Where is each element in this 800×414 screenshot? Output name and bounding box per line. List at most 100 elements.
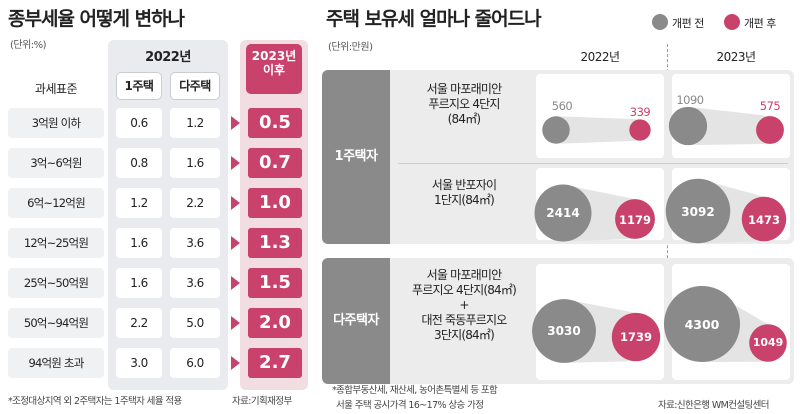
rate-row-label-bg xyxy=(8,108,104,138)
multi-house-rate: 2.2 xyxy=(186,196,204,210)
year-2023-header: 2023년 이후 xyxy=(246,44,302,94)
arrow-icon xyxy=(231,236,240,250)
bracket-label: 25억~50억원 xyxy=(23,276,89,290)
bracket-label: 3억원 이하 xyxy=(31,116,81,130)
one-house-rate: 1.6 xyxy=(130,236,148,250)
bracket-label: 12억~25억원 xyxy=(23,236,89,250)
p3-2023-after-bubble xyxy=(749,324,787,362)
property-2-name: 서울 반포자이 1단지(84㎡) xyxy=(394,178,534,208)
p1-2022-before-bubble xyxy=(542,116,570,144)
p3-2023-after-label: 1049 xyxy=(752,336,784,349)
one-house-rate: 0.8 xyxy=(130,156,148,170)
rate-row-label-bg xyxy=(8,188,104,218)
property-1-line2: 푸르지오 4단지 xyxy=(428,97,500,111)
one-house-cell-bg xyxy=(116,348,162,378)
one-house-cell-bg xyxy=(116,148,162,178)
right-footnote-line2: 서울 주택 공시가격 16~17% 상승 가정 xyxy=(336,400,484,411)
p2-2023-after-label: 1473 xyxy=(747,213,780,227)
arrow-icon xyxy=(231,196,240,210)
property-3-plus: + xyxy=(459,298,469,312)
p1-2022-after-bubble xyxy=(629,119,651,141)
one-house-cell-bg xyxy=(116,188,162,218)
bracket-label: 94억원 초과 xyxy=(28,356,84,370)
year-b-header: 2023년 xyxy=(716,50,756,64)
new-rate: 1.5 xyxy=(248,268,302,298)
multi-house-cell-bg xyxy=(170,308,220,338)
multi-house-cell-bg xyxy=(170,188,220,218)
multi-house-cell-bg xyxy=(170,108,220,138)
rate-row-label-bg xyxy=(8,348,104,378)
multi-house-rate: 1.6 xyxy=(186,156,204,170)
rate-row-label-bg xyxy=(8,148,104,178)
one-house-header: 1주택 xyxy=(116,72,162,100)
bracket-label: 3억~6억원 xyxy=(30,156,82,170)
new-rate: 0.7 xyxy=(248,148,302,178)
p3-2022-after-label: 1739 xyxy=(619,330,652,344)
arrow-icon xyxy=(231,276,240,290)
p3-2022-before-label: 3030 xyxy=(547,324,581,338)
multi-house-cell-bg xyxy=(170,148,220,178)
one-house-cell-bg xyxy=(116,308,162,338)
p3-2022-after-bubble xyxy=(611,312,661,362)
p1-2023-before-bubble xyxy=(668,106,708,146)
p3-2023-before-bubble xyxy=(663,285,741,363)
multi-house-rate: 5.0 xyxy=(186,316,204,330)
p1-2022-before-label: 560 xyxy=(551,99,573,113)
right-title: 주택 보유세 얼마나 줄어드나 xyxy=(326,8,542,30)
bracket-label: 50억~94억원 xyxy=(23,316,89,330)
p2-2022-after-label: 1179 xyxy=(618,213,651,227)
year-a-header: 2022년 xyxy=(580,50,620,64)
new-rate: 1.3 xyxy=(248,228,302,258)
property-1-name: 서울 마포래미안 푸르지오 4단지 (84㎡) xyxy=(394,82,534,127)
multi-house-tag: 다주택자 xyxy=(322,258,390,384)
bracket-header: 과세표준 xyxy=(34,82,78,96)
property-2-line2: 1단지(84㎡) xyxy=(434,193,495,207)
one-house-rate: 1.2 xyxy=(130,196,148,210)
arrow-icon xyxy=(231,156,240,170)
p1-2023-after-label: 575 xyxy=(759,99,781,113)
arrow-icon xyxy=(231,316,240,330)
new-rate: 2.0 xyxy=(248,308,302,338)
rate-row-label-bg xyxy=(8,228,104,258)
legend-after-dot xyxy=(724,14,740,30)
new-rate: 0.5 xyxy=(248,108,302,138)
p2-2023-before-bubble xyxy=(665,178,731,244)
one-house-cell-bg xyxy=(116,268,162,298)
block-one-separator xyxy=(398,163,788,164)
rate-row-label-bg xyxy=(8,268,104,298)
one-house-rate: 2.2 xyxy=(130,316,148,330)
arrow-icon xyxy=(231,356,240,370)
multi-house-rate: 1.2 xyxy=(186,116,204,130)
right-unit: (단위:만원) xyxy=(328,42,373,53)
p2-2022-after-bubble xyxy=(615,199,655,239)
p1-2023-before-label: 1090 xyxy=(676,93,704,107)
bubble-connector xyxy=(688,106,770,146)
property-3-line2: 푸르지오 4단지(84㎡) xyxy=(412,283,517,297)
arrow-icon xyxy=(231,116,240,130)
property-3-line4: 3단지(84㎡) xyxy=(434,328,495,342)
multi-house-header: 다주택 xyxy=(170,72,220,100)
multi-house-cell-bg xyxy=(170,268,220,298)
multi-house-rate: 6.0 xyxy=(186,356,204,370)
property-1-line3: (84㎡) xyxy=(447,112,481,126)
year-2022-header: 2022년 xyxy=(145,50,191,65)
right-footnote-line1: *종합부동산세, 재산세, 농어촌특별세 등 포함 xyxy=(332,385,498,396)
p2-2022-before-label: 2414 xyxy=(546,206,580,220)
one-house-rate: 1.6 xyxy=(130,276,148,290)
legend-after-label: 개편 후 xyxy=(744,17,776,30)
one-house-rate: 3.0 xyxy=(130,356,148,370)
left-unit: (단위:%) xyxy=(10,40,47,51)
one-house-cell-bg xyxy=(116,228,162,258)
left-footnote: *조정대상지역 외 2주택자는 1주택자 세율 적용 xyxy=(8,396,182,407)
property-3-line3: 대전 죽동푸르지오 xyxy=(421,313,508,327)
rate-row-label-bg xyxy=(8,308,104,338)
year-2023-suffix: 이후 xyxy=(262,63,286,77)
multi-house-rate: 3.6 xyxy=(186,236,204,250)
left-title: 종부세율 어떻게 변하나 xyxy=(8,8,185,30)
bracket-label: 6억~12억원 xyxy=(27,196,86,210)
p2-2023-before-label: 3092 xyxy=(681,205,715,219)
year-2023-label: 2023년 xyxy=(251,49,297,63)
p3-2022-before-bubble xyxy=(532,299,596,363)
p2-2023-after-bubble xyxy=(741,196,787,242)
legend-before-label: 개편 전 xyxy=(672,17,704,30)
